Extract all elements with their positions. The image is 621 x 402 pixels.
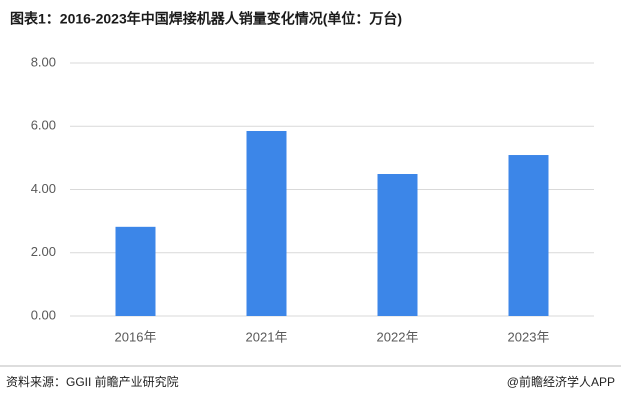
bar (246, 130, 287, 316)
x-tick-label: 2022年 (377, 329, 419, 344)
y-tick-label: 0.00 (31, 307, 56, 322)
chart-title: 图表1：2016-2023年中国焊接机器人销量变化情况(单位：万台) (10, 11, 402, 27)
y-tick-label: 6.00 (31, 118, 56, 133)
x-tick-label: 2016年 (115, 329, 157, 344)
x-tick-label: 2023年 (508, 329, 550, 344)
y-tick-label: 4.00 (31, 181, 56, 196)
source: 资料来源：GGII 前瞻产业研究院 (6, 374, 179, 389)
bar (377, 174, 418, 316)
y-tick-label: 8.00 (31, 54, 56, 69)
x-tick-label: 2021年 (246, 329, 288, 344)
bar (115, 226, 156, 316)
bar (508, 155, 549, 316)
credit: @前瞻经济学人APP (507, 374, 615, 389)
y-tick-label: 2.00 (31, 244, 56, 259)
